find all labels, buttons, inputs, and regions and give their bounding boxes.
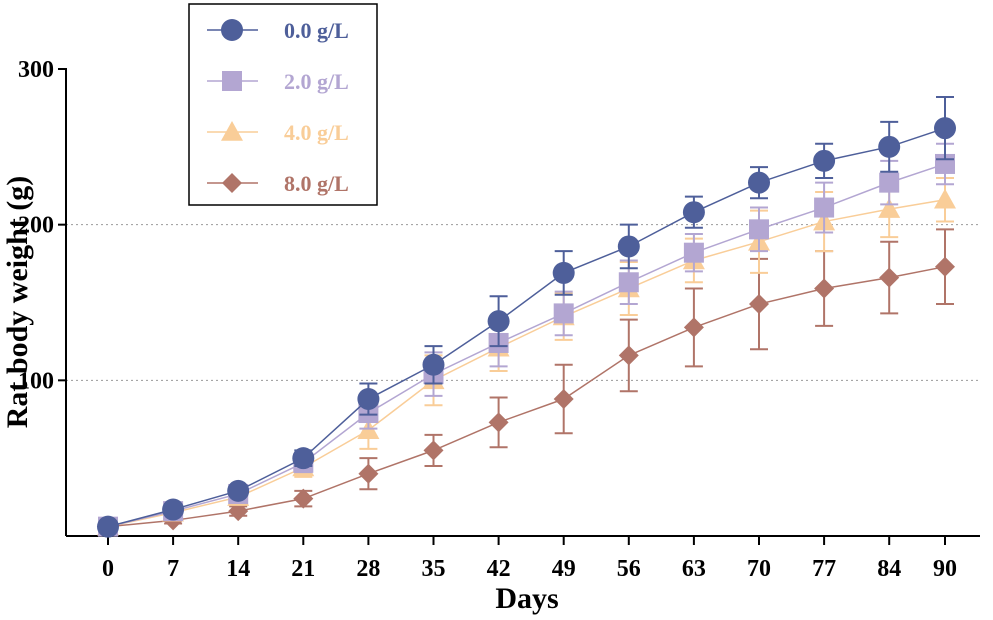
series-line (107, 199, 946, 528)
legend-marker (222, 173, 242, 193)
series-line (107, 127, 946, 528)
legend-label: 8.0 g/L (284, 171, 349, 196)
data-point (423, 440, 444, 461)
x-axis-title: Days (495, 582, 558, 615)
data-point (749, 219, 769, 240)
data-point (228, 501, 249, 522)
data-point (683, 317, 704, 338)
data-point (749, 294, 769, 315)
x-tick-label: 42 (487, 556, 511, 582)
data-point (162, 498, 185, 521)
legend-box (188, 3, 378, 206)
y-axis-title: Rat body weight (g) (1, 176, 34, 429)
data-point (618, 272, 639, 293)
series-circle (97, 96, 956, 538)
x-tick-label: 56 (617, 556, 641, 582)
x-tick-label: 90 (933, 556, 957, 582)
data-point (553, 389, 574, 410)
series-line (107, 265, 946, 528)
data-point (292, 447, 315, 470)
series-diamond (98, 228, 955, 537)
data-point (934, 117, 956, 140)
data-point (683, 242, 704, 263)
data-point (552, 261, 575, 284)
axes: 100 200 300 0 7 14 21 28 35 42 49 56 63 70 77 84 90 (18, 57, 980, 582)
data-point (357, 388, 380, 411)
data-point (879, 172, 900, 193)
data-point (879, 267, 900, 288)
data-point (682, 201, 705, 224)
data-series (97, 96, 956, 538)
data-point (358, 463, 379, 484)
data-point (487, 310, 510, 333)
x-tick-label: 28 (356, 556, 380, 582)
data-point (422, 353, 445, 376)
y-tick-label: 200 (18, 213, 54, 239)
data-point (878, 198, 901, 218)
data-point (878, 135, 901, 158)
legend: 0.0 g/L 2.0 g/L 4.0 g/L 8.0 g/L (188, 3, 378, 206)
legend-label: 2.0 g/L (284, 69, 349, 94)
data-point (293, 488, 314, 509)
x-tick-label: 84 (877, 556, 901, 582)
x-tick-label: 7 (167, 556, 179, 582)
data-point (935, 256, 955, 277)
legend-marker (222, 71, 242, 91)
data-point (814, 278, 835, 299)
data-point (748, 171, 770, 194)
y-tick-label: 100 (18, 368, 54, 394)
x-tick-label: 49 (552, 556, 576, 582)
data-point (814, 197, 835, 218)
x-tick-label: 21 (291, 556, 315, 582)
data-point (488, 412, 509, 433)
x-tick-label: 70 (747, 556, 771, 582)
x-tick-label: 35 (422, 556, 446, 582)
data-point (97, 515, 119, 538)
data-point (618, 345, 639, 366)
legend-marker (221, 19, 243, 41)
x-tick-label: 0 (102, 556, 114, 582)
x-tick-label: 63 (682, 556, 706, 582)
data-point (553, 303, 574, 324)
data-point (227, 479, 250, 502)
data-point (617, 235, 640, 258)
y-tick-label: 300 (18, 57, 54, 83)
legend-label: 0.0 g/L (284, 18, 349, 43)
x-tick-label: 14 (226, 556, 250, 582)
legend-marker (221, 121, 243, 141)
series-line (107, 163, 946, 528)
x-tick-label: 77 (812, 556, 836, 582)
data-point (934, 188, 956, 209)
data-point (813, 149, 836, 172)
legend-label: 4.0 g/L (284, 120, 349, 145)
